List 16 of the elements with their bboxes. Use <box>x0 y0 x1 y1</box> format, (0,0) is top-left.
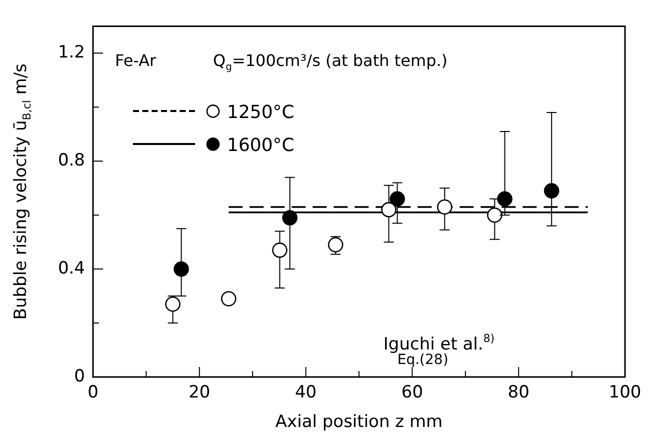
y-axis-title: Bubble rising velocity ūB,cl m/s <box>11 63 34 320</box>
y-tick-label: 0 <box>74 366 85 386</box>
legend-label: 1600°C <box>227 135 294 156</box>
annotation: Fe-Ar <box>115 51 157 70</box>
x-tick-label: 20 <box>188 382 210 403</box>
x-tick-label: 60 <box>401 382 424 403</box>
y-tick-label: 0.4 <box>58 258 85 278</box>
x-tick-label: 100 <box>608 382 642 403</box>
x-tick-label: 40 <box>294 382 317 403</box>
y-tick-label: 0.8 <box>58 150 85 171</box>
x-tick-label: 80 <box>508 382 530 403</box>
x-axis-title: Axial position z mm <box>275 412 443 432</box>
legend-label: 1250°C <box>227 102 294 124</box>
y-tick-label: 1.2 <box>58 42 85 63</box>
x-tick-label: 0 <box>88 382 98 403</box>
annotation: Eq.(28) <box>397 352 448 368</box>
